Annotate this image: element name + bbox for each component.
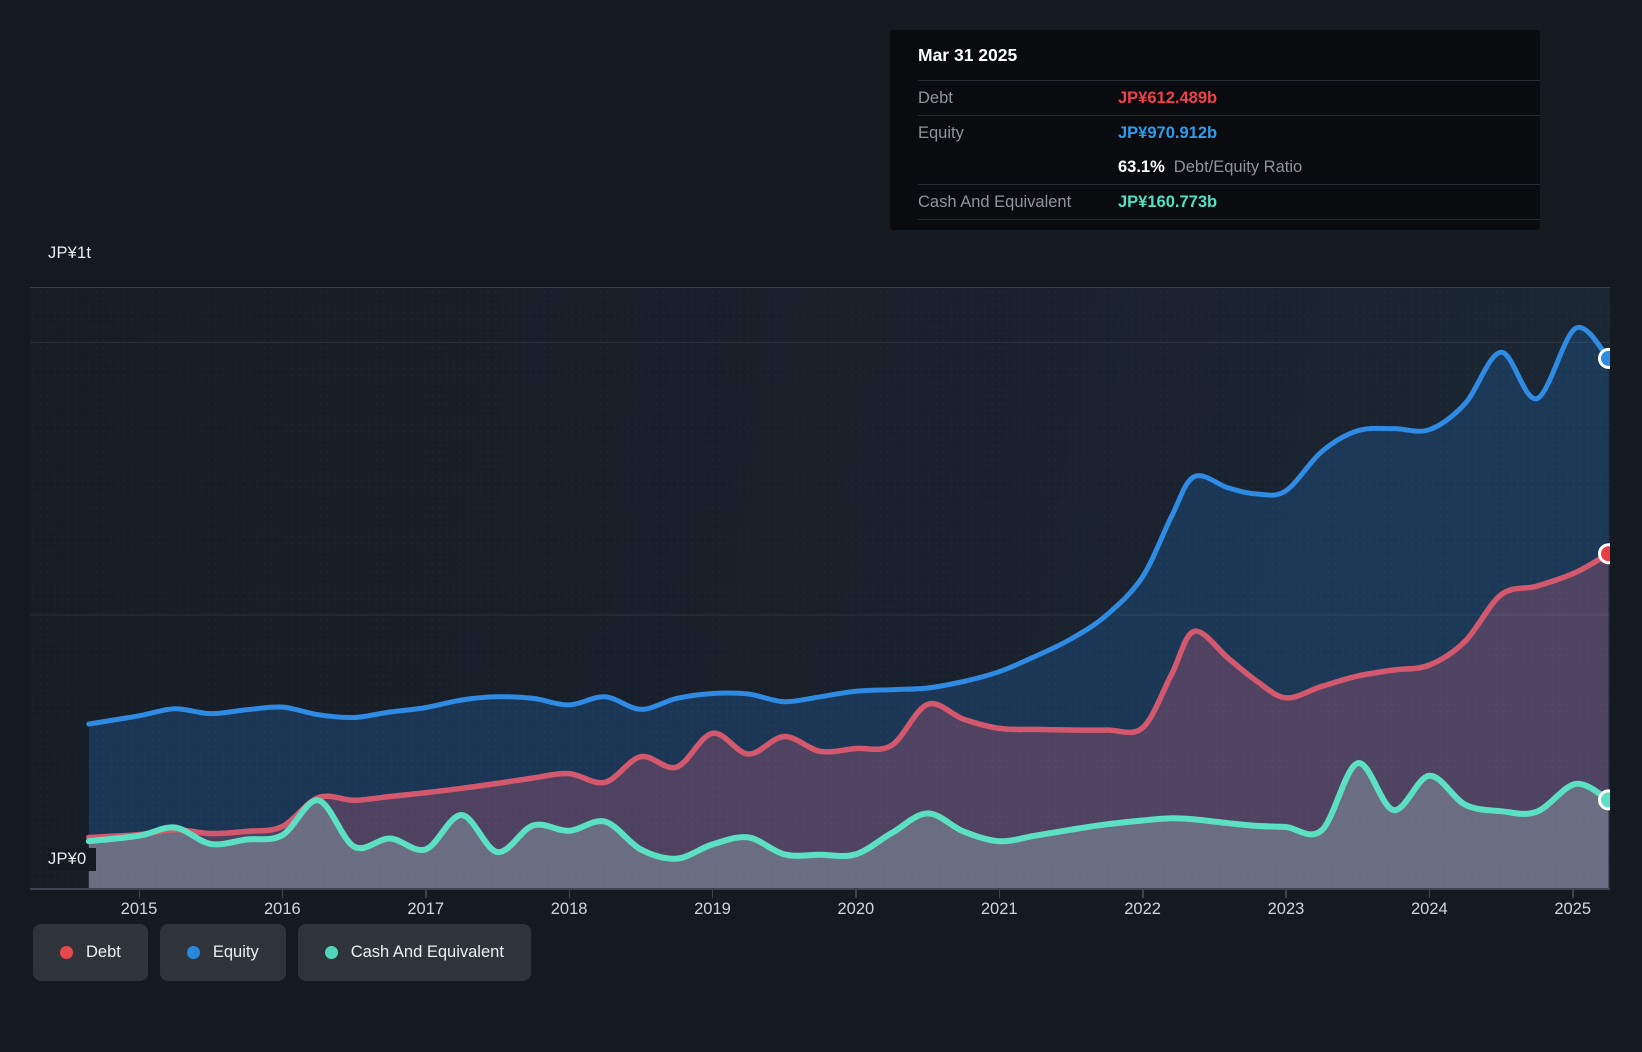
y-axis-label-0: JP¥0 <box>48 848 97 871</box>
x-tick-2019 <box>711 889 714 898</box>
plot-area[interactable] <box>30 287 1610 890</box>
x-axis-label-2019: 2019 <box>694 900 731 918</box>
x-tick-2016 <box>281 889 284 898</box>
x-axis-label-2022: 2022 <box>1124 900 1161 918</box>
equity-area <box>88 327 1609 888</box>
x-axis-label-2020: 2020 <box>837 900 875 918</box>
x-axis-label-2016: 2016 <box>264 900 301 918</box>
cash-and-equivalent-area <box>88 763 1609 888</box>
tooltip-row-cash: Cash And Equivalent JP¥160.773b <box>918 185 1540 220</box>
x-tick-2023 <box>1285 889 1287 898</box>
x-axis-label-2025: 2025 <box>1554 900 1592 918</box>
equity-line <box>86 324 1610 727</box>
tooltip-date: Mar 31 2025 <box>918 30 1540 81</box>
tooltip-row-debt: Debt JP¥612.489b <box>918 81 1540 116</box>
x-axis-label-2024: 2024 <box>1410 900 1448 918</box>
tooltip-cash-value: JP¥160.773b <box>1118 192 1218 211</box>
legend: Debt Equity Cash And Equivalent <box>33 924 531 981</box>
tooltip: Mar 31 2025 Debt JP¥612.489b Equity JP¥9… <box>890 30 1540 230</box>
x-axis-label-2018: 2018 <box>550 900 588 918</box>
x-tick-2018 <box>568 889 571 898</box>
cash-dot-icon <box>324 946 338 959</box>
x-axis: 2015 2016 2017 2018 2019 2020 2021 2022 2023 2024… <box>30 889 1630 931</box>
cash-and-equivalent-line <box>85 760 1610 862</box>
x-tick-2024 <box>1428 889 1431 898</box>
debt-endpoint-marker[interactable] <box>1598 543 1611 565</box>
tooltip-cash-label: Cash And Equivalent <box>918 192 1072 211</box>
debt-line <box>86 550 1610 841</box>
x-axis-label-2021: 2021 <box>980 900 1018 918</box>
legend-item-equity[interactable]: Equity <box>159 924 286 981</box>
x-axis-label-2023: 2023 <box>1267 900 1305 918</box>
tooltip-row-ratio: 63.1% Debt/Equity Ratio <box>918 150 1540 185</box>
legend-item-cash[interactable]: Cash And Equivalent <box>297 924 531 981</box>
cash-and-equivalent-endpoint-marker[interactable] <box>1598 789 1611 811</box>
x-axis-label-2015: 2015 <box>120 900 158 918</box>
debt-dot-icon <box>60 946 73 959</box>
x-axis-label-2017: 2017 <box>407 900 445 918</box>
x-tick-2025 <box>1572 889 1574 898</box>
debt-equity-ratio-label: Debt/Equity Ratio <box>1173 157 1303 176</box>
tooltip-equity-label: Equity <box>918 123 964 142</box>
chart-svg[interactable] <box>30 288 1610 888</box>
legend-debt-label: Debt <box>86 943 121 961</box>
equity-endpoint-marker[interactable] <box>1598 347 1611 369</box>
tooltip-equity-value: JP¥970.912b <box>1118 123 1218 142</box>
x-tick-2022 <box>1142 889 1144 898</box>
debt-equity-ratio-value: 63.1% <box>1118 157 1165 176</box>
x-tick-2021 <box>998 889 1001 898</box>
legend-item-debt[interactable]: Debt <box>33 924 148 981</box>
legend-equity-label: Equity <box>212 943 259 961</box>
debt-area <box>88 553 1609 888</box>
tooltip-row-equity: Equity JP¥970.912b <box>918 116 1540 150</box>
tooltip-debt-value: JP¥612.489b <box>1118 88 1218 107</box>
y-axis-label-1t: JP¥1t <box>48 242 102 265</box>
x-tick-2020 <box>855 889 857 898</box>
legend-cash-label: Cash And Equivalent <box>350 943 504 961</box>
tooltip-debt-label: Debt <box>918 88 953 107</box>
x-tick-2015 <box>138 889 140 898</box>
equity-dot-icon <box>186 946 200 959</box>
x-tick-2017 <box>425 889 427 898</box>
